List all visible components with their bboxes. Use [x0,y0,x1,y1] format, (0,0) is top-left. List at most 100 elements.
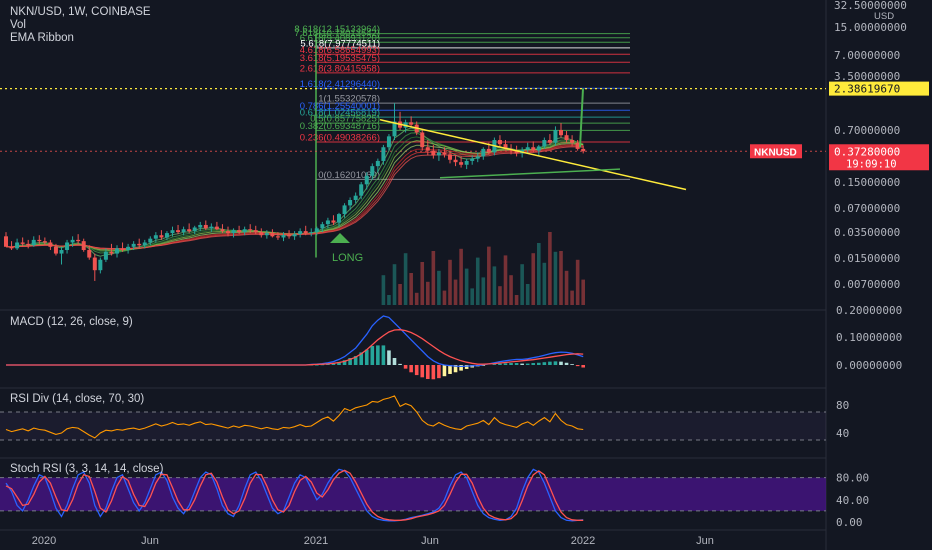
price-tick-label: 0.01500000 [834,252,900,265]
volume-bar [403,253,408,305]
candle-body [464,160,469,165]
candle-body [386,136,391,148]
macd-pane[interactable] [6,315,585,380]
fibonacci-extension[interactable]: 8.618(12.15133964)7.618(10.78013542)6.61… [0,24,826,258]
stoch-band [0,477,826,511]
stoch-tick-label: 80.00 [836,472,869,485]
fib-level-label: 5.618(7.97774511) [300,38,380,49]
candle-body [575,142,580,149]
candles[interactable] [4,103,586,281]
volume-bar [414,292,419,305]
price-tag-value: 0.37280000 [834,145,900,158]
candle-body [203,224,208,229]
macd-histogram-bar [409,365,413,373]
candle-body [364,175,369,185]
macd-histogram-bar [531,363,536,365]
candle-body [392,121,397,137]
stoch-rsi-pane[interactable] [0,468,826,522]
candle-body [259,232,264,236]
price-tick-label: 7.00000000 [834,49,900,62]
candle-body [459,162,464,165]
candle-body [164,233,169,238]
candle-body [4,236,8,247]
macd-histogram-bar [448,365,452,374]
symbol-tag-box [750,144,802,159]
fib-level-label: 7.618(10.78013542) [294,28,380,39]
symbol-title[interactable]: NKN/USD, 1W, COINBASE [10,6,151,18]
price-tick-label: 0.03500000 [834,226,900,239]
macd-title[interactable]: MACD (12, 26, close, 9) [10,316,133,328]
rsi-pane[interactable] [0,395,826,441]
macd-histogram-bar [348,358,352,365]
candle-body [370,166,375,176]
volume-bar [409,273,413,305]
price-axis[interactable]: 32.5000000015.000000007.000000003.500000… [750,0,929,529]
candle-body [531,147,536,151]
stoch-rsi-title[interactable]: Stoch RSI (3, 3, 14, 14, close) [10,463,164,475]
price-tag-box [829,144,929,171]
candle-body [448,154,452,160]
candle-body [331,220,336,223]
drawings[interactable] [330,88,687,243]
macd-histogram-bar [525,363,530,365]
candle-body [70,239,75,243]
candle-body [253,230,258,233]
candle-body [231,230,236,234]
macd-histogram-bar [353,356,358,365]
candle-body [303,231,308,234]
currency-box [866,9,892,21]
volume-bar [575,259,580,305]
candle-body [275,236,280,238]
fib-level-label: 8.618(12.15133964) [294,24,380,35]
candle-body [26,243,31,246]
stoch-d-line [5,469,584,521]
volume-indicator-label[interactable]: Vol [10,19,26,31]
candle-body [525,147,530,150]
volume-bar [509,275,513,305]
candle-body [553,130,558,143]
volume-bar [392,264,397,305]
rsi-title[interactable]: RSI Div (14, close, 70, 30) [10,393,144,405]
price-tick-label: 15.00000000 [834,21,907,34]
macd-histogram-bar [437,365,441,379]
candle-body [37,239,42,242]
time-axis[interactable]: 2020 Jun 2021 Jun 2022 Jun [32,535,714,547]
macd-histogram-bar [392,358,397,365]
candle-body [142,242,147,246]
price-tick-label: 3.50000000 [834,70,900,83]
volume-bar [531,253,536,305]
macd-histogram-bar [559,361,563,365]
candle-body [547,140,552,143]
macd-tick-label: 0.10000000 [836,331,902,344]
volume-bar [548,232,552,305]
candle-body [381,147,386,161]
volume-bar [453,279,458,305]
fib-level-label: 0.5(0.85775825) [310,114,380,125]
price-tag-countdown: 19:09:10 [846,158,897,170]
volume-bar [442,290,447,305]
macd-histogram-bar [442,365,447,377]
fib-level-label: 0.618(1.02456819) [300,108,380,119]
candle-body [214,226,219,230]
long-annotation: LONG [332,252,363,264]
macd-histogram-bar [514,363,519,365]
candle-body [226,231,230,234]
candle-body [109,251,114,254]
price-tick-label: 0.00700000 [834,278,900,291]
candle-body [192,227,197,232]
candle-body [320,224,325,229]
candle-body [431,150,436,156]
candle-body [481,148,486,157]
macd-histogram-bar [570,364,574,365]
macd-histogram-bar [370,345,375,365]
candle-body [170,230,175,234]
fib-level-label: 1(1.55320578) [318,94,380,105]
macd-histogram-bar [426,365,430,379]
ema-ribbon-label[interactable]: EMA Ribbon [10,32,74,44]
rsi-tick-label: 80 [836,399,849,412]
candle-body [375,160,380,167]
candle-body [314,228,319,233]
volume-bar [492,266,497,305]
candle-body [198,224,203,228]
